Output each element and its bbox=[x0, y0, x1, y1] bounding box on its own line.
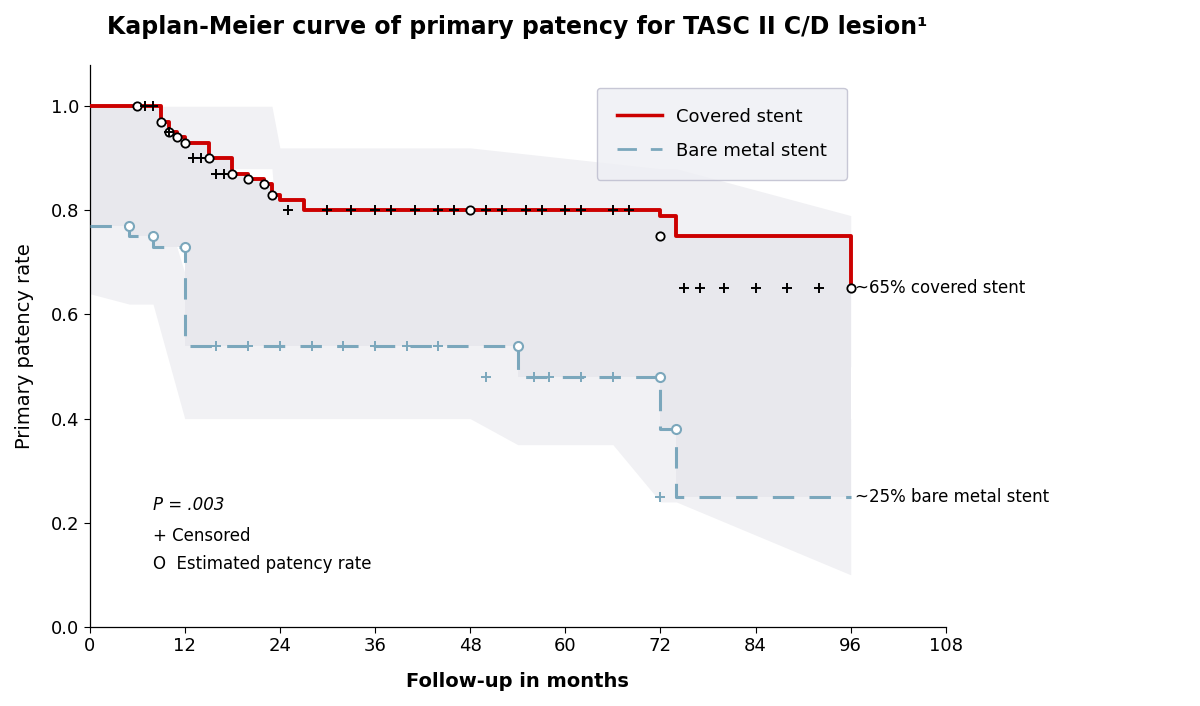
Text: O  Estimated patency rate: O Estimated patency rate bbox=[154, 556, 372, 573]
Text: + Censored: + Censored bbox=[154, 527, 251, 545]
Text: ~65% covered stent: ~65% covered stent bbox=[854, 280, 1025, 297]
Title: Kaplan-Meier curve of primary patency for TASC II C/D lesion¹: Kaplan-Meier curve of primary patency fo… bbox=[108, 15, 928, 39]
Y-axis label: Primary patency rate: Primary patency rate bbox=[14, 243, 34, 448]
Text: P = .003: P = .003 bbox=[154, 496, 224, 513]
Legend: Covered stent, Bare metal stent: Covered stent, Bare metal stent bbox=[596, 88, 847, 179]
X-axis label: Follow-up in months: Follow-up in months bbox=[407, 672, 629, 691]
Text: ~25% bare metal stent: ~25% bare metal stent bbox=[854, 488, 1049, 505]
